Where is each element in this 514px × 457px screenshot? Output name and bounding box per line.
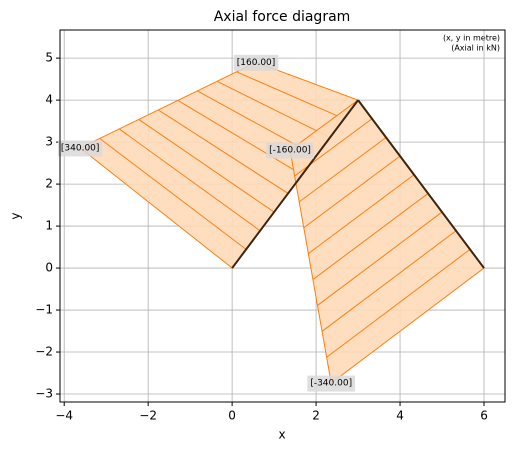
value-label: [160.00] (237, 58, 276, 68)
hatch-line (317, 211, 443, 306)
y-tick-label: 3 (45, 135, 53, 149)
y-tick-label: 1 (45, 219, 53, 233)
hatch-line (177, 99, 303, 176)
y-tick-label: −2 (35, 345, 53, 359)
label-box (266, 142, 314, 159)
y-tick-label: 0 (45, 261, 53, 275)
y-tick-label: 4 (45, 93, 53, 107)
chart-title: Axial force diagram (214, 9, 351, 25)
hatch-line (216, 80, 331, 138)
note: (Axial in kN) (451, 44, 500, 53)
hatch-line (303, 155, 401, 229)
value-label: [-340.00] (310, 379, 352, 389)
label-box (307, 375, 356, 392)
x-tick-label: 4 (396, 409, 404, 423)
x-tick-label: −4 (55, 409, 73, 423)
hatch-line (312, 193, 429, 280)
hatch-line (298, 137, 387, 203)
note: (x, y in metre) (443, 34, 500, 43)
hatch-line (236, 71, 345, 120)
hatch-line (118, 128, 261, 232)
y-tick-label: −3 (35, 387, 53, 401)
x-tick-label: 2 (312, 409, 320, 423)
y-tick-label: −1 (35, 303, 53, 317)
y-tick-label: 5 (45, 51, 53, 65)
value-label: [-160.00] (269, 146, 311, 156)
plot-frame (59, 29, 506, 403)
label-box (233, 54, 279, 71)
hatch-line (138, 119, 275, 213)
y-tick-label: 2 (45, 177, 53, 191)
hatch-line (99, 138, 247, 250)
hatch-line (308, 174, 415, 255)
x-tick-label: 0 (228, 409, 236, 423)
value-label: [340.00] (61, 143, 100, 153)
x-tick-label: 6 (480, 409, 488, 423)
member (357, 99, 485, 269)
x-tick-label: −2 (139, 409, 157, 423)
hatch-line (158, 109, 289, 194)
hatch-line (321, 230, 457, 332)
x-axis-label: x (278, 428, 285, 442)
hatch-line (326, 249, 471, 358)
y-axis-label: y (9, 212, 23, 219)
member (231, 99, 359, 269)
label-box (57, 140, 103, 157)
